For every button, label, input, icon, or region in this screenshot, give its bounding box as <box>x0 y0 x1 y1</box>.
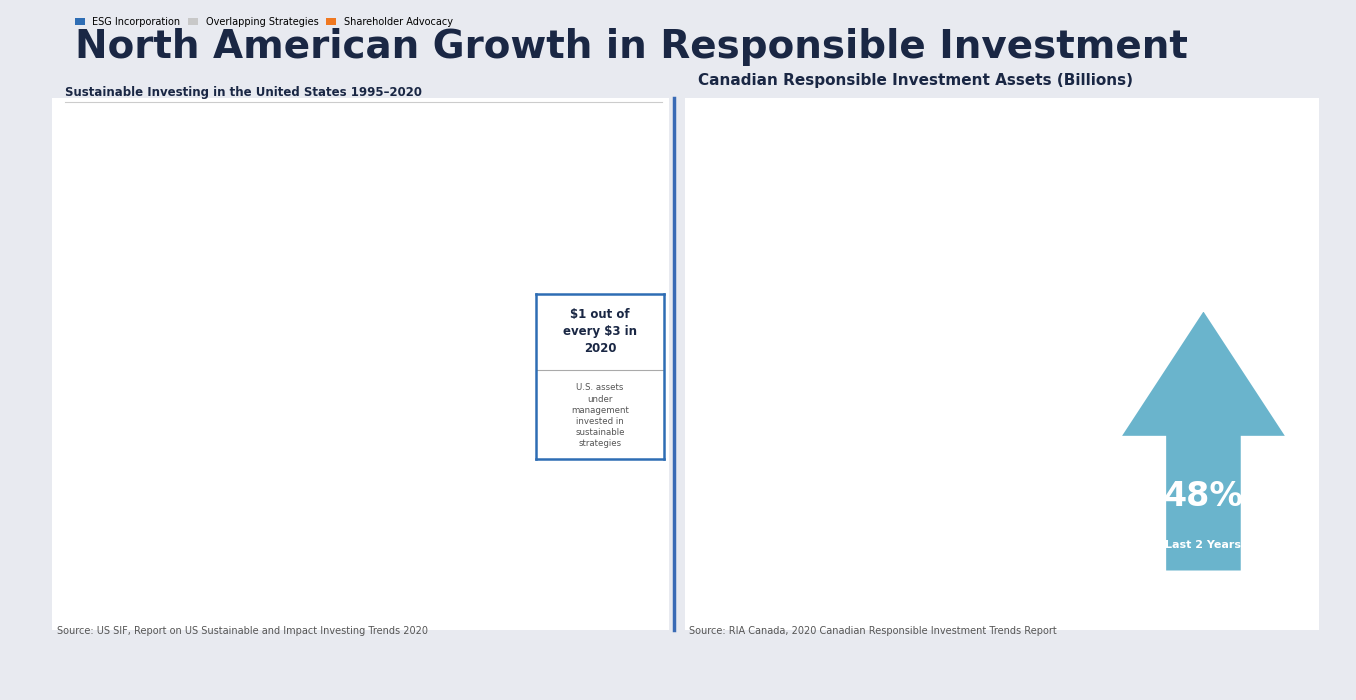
Bar <box>814 224 1052 254</box>
Text: Source: US SIF, Report on US Sustainable and Impact Investing Trends 2020: Source: US SIF, Report on US Sustainable… <box>57 626 428 636</box>
Text: $1,505.8: $1,505.8 <box>923 288 979 298</box>
Text: $600.9: $600.9 <box>834 397 877 407</box>
Text: $3,166.1: $3,166.1 <box>1109 180 1165 190</box>
Text: $1 out of
every $3 in
2020: $1 out of every $3 in 2020 <box>563 308 637 356</box>
Text: Sustainable Investing in the United States 1995–2020: Sustainable Investing in the United Stat… <box>65 86 422 99</box>
Text: Canadian Responsible Investment Assets (Billions): Canadian Responsible Investment Assets (… <box>698 73 1134 88</box>
Bar <box>814 441 872 471</box>
Polygon shape <box>1123 312 1284 570</box>
Bar <box>814 278 982 308</box>
Bar <box>814 550 865 580</box>
Bar <box>814 386 881 416</box>
Bar <box>814 332 926 363</box>
Text: $459.5: $459.5 <box>819 559 861 569</box>
Bar <box>814 169 1168 200</box>
Text: Source: RIA Canada, 2020 Canadian Responsible Investment Trends Report: Source: RIA Canada, 2020 Canadian Respon… <box>689 626 1056 636</box>
Text: U.S. assets
under
management
invested in
sustainable
strategies: U.S. assets under management invested in… <box>571 384 629 448</box>
Y-axis label: Total Assets (in Billions): Total Assets (in Billions) <box>65 316 75 440</box>
Legend: ESG Incorporation, Overlapping Strategies, Shareholder Advocacy: ESG Incorporation, Overlapping Strategie… <box>71 13 457 31</box>
Text: Last 2 Years: Last 2 Years <box>1165 540 1242 550</box>
Text: $518.0: $518.0 <box>826 451 868 461</box>
Text: 42% growth: 42% growth <box>515 248 618 264</box>
Text: $2,132.3: $2,132.3 <box>994 234 1048 244</box>
Text: $566.7: $566.7 <box>830 505 873 515</box>
Text: 48%: 48% <box>1163 480 1243 513</box>
Bar <box>814 495 877 525</box>
Text: $1,010.8: $1,010.8 <box>869 342 923 352</box>
Text: North American Growth in Responsible Investment: North American Growth in Responsible Inv… <box>75 28 1188 66</box>
